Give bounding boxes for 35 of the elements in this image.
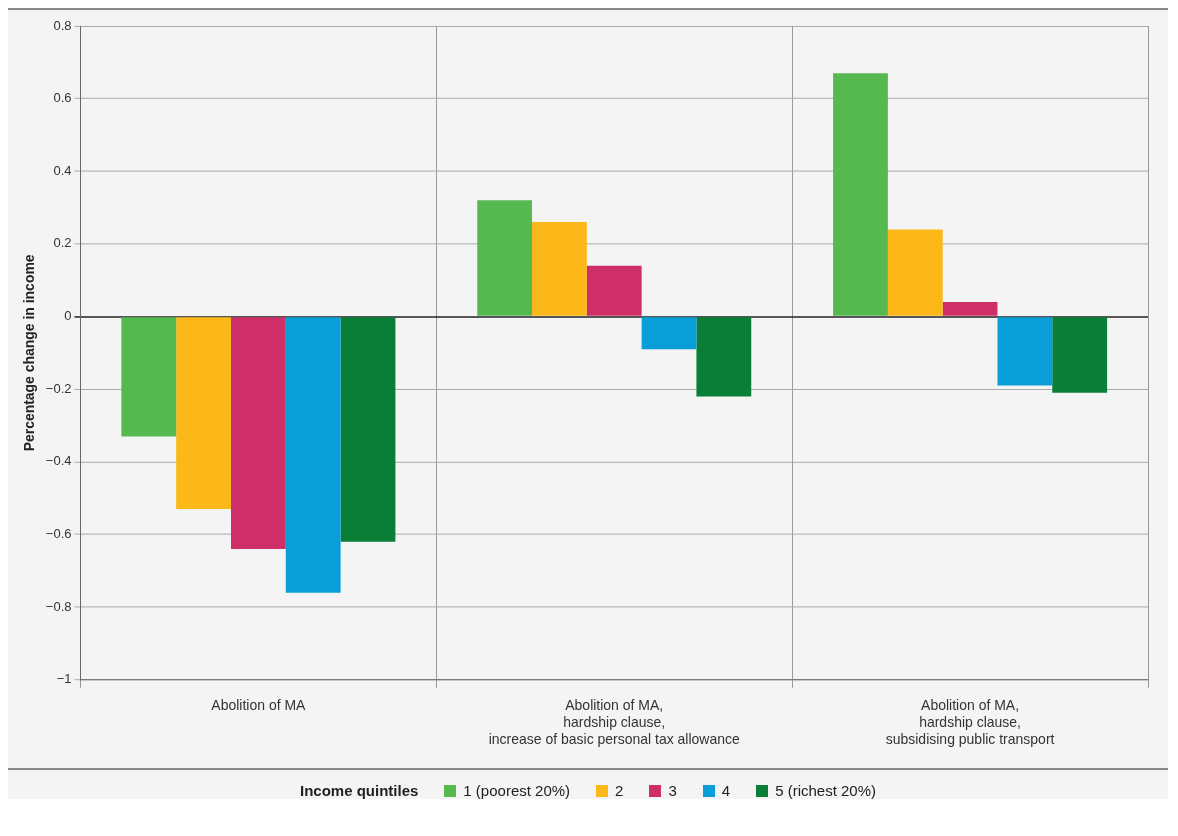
bar bbox=[340, 317, 396, 542]
y-tick-label: −0.6 bbox=[45, 526, 72, 542]
bar bbox=[532, 222, 587, 316]
y-axis-title: Percentage change in income bbox=[21, 254, 38, 452]
bar bbox=[230, 317, 286, 550]
bar bbox=[942, 302, 998, 316]
legend-label: 2 bbox=[615, 782, 624, 799]
legend-label: 4 bbox=[721, 782, 731, 799]
y-tick-label: −1 bbox=[56, 671, 72, 687]
bar bbox=[586, 265, 642, 316]
y-tick-label: 0.2 bbox=[53, 235, 72, 251]
bar bbox=[121, 317, 177, 437]
bar bbox=[887, 229, 943, 316]
bar bbox=[696, 317, 752, 397]
bar bbox=[641, 317, 697, 350]
legend-label: 3 bbox=[668, 782, 677, 799]
bar bbox=[176, 317, 231, 510]
bar bbox=[833, 73, 888, 316]
y-tick-label: 0.4 bbox=[53, 162, 72, 178]
y-tick-label: −0.4 bbox=[45, 453, 72, 469]
bar bbox=[477, 200, 533, 316]
bar bbox=[997, 317, 1053, 386]
bar bbox=[1052, 317, 1108, 393]
legend-label: 1 (poorest 20%) bbox=[463, 782, 571, 799]
legend-title: Income quintiles bbox=[300, 782, 419, 799]
y-tick-label: 0.8 bbox=[53, 17, 72, 33]
y-tick-label: 0.6 bbox=[53, 90, 72, 106]
bar bbox=[285, 317, 341, 593]
x-tick-label: Abolition of MA, hardship clause, subsidising public transport bbox=[885, 697, 1055, 747]
legend-label: 5 (richest 20%) bbox=[775, 782, 876, 799]
x-tick-label: Abolition of MA, hardship clause, increase of basic personal tax allowance bbox=[488, 697, 741, 747]
y-tick-label: −0.8 bbox=[45, 598, 72, 614]
x-tick-label: Abolition of MA bbox=[211, 697, 307, 714]
y-tick-label: −0.2 bbox=[45, 380, 72, 396]
y-tick-label: 0 bbox=[64, 308, 72, 324]
